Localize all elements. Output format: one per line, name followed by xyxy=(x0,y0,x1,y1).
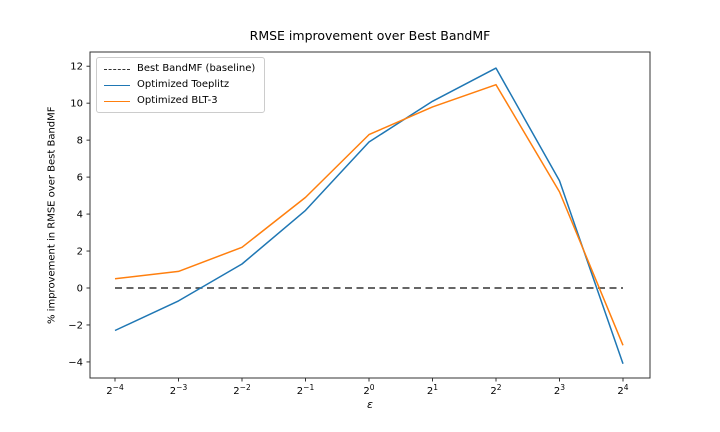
series-line-optimized-blt-3 xyxy=(114,83,624,346)
legend-entry-blt3: Optimized BLT-3 xyxy=(104,95,255,107)
y-tick-label: 12 xyxy=(70,62,83,73)
y-axis-label: % improvement in RMSE over Best BandMF xyxy=(46,106,58,324)
legend-line-sample-toeplitz xyxy=(104,84,130,86)
y-tick-label: 4 xyxy=(77,210,83,221)
axes-frame xyxy=(89,51,651,379)
x-tick-label: 21 xyxy=(427,383,438,397)
x-tick-label: 24 xyxy=(617,383,628,397)
legend-label: Optimized BLT-3 xyxy=(137,95,218,106)
x-tick-label: 2−4 xyxy=(106,383,124,397)
legend-label: Optimized Toeplitz xyxy=(137,79,230,90)
x-tick-label: 2−3 xyxy=(170,383,188,397)
x-tick-label: 22 xyxy=(490,383,501,397)
y-tick-label: 0 xyxy=(77,283,83,294)
x-tick-label: 2−2 xyxy=(233,383,251,397)
legend: Best BandMF (baseline) Optimized Toeplit… xyxy=(96,57,266,113)
x-tick-label: 23 xyxy=(554,383,565,397)
y-tick-label: 2 xyxy=(77,247,83,258)
y-tick-label: −2 xyxy=(68,320,83,331)
series-line-optimized-toeplitz xyxy=(114,67,624,365)
x-axis-label: ε xyxy=(367,398,373,411)
legend-line-sample-blt3 xyxy=(104,100,130,102)
y-tick-label: 8 xyxy=(77,136,83,147)
chart-title: RMSE improvement over Best BandMF xyxy=(249,28,491,43)
legend-entry-toeplitz: Optimized Toeplitz xyxy=(104,79,255,91)
y-tick-label: −4 xyxy=(68,357,83,368)
legend-label: Best BandMF (baseline) xyxy=(137,63,256,74)
y-tick-label: 6 xyxy=(77,173,83,184)
legend-entry-baseline: Best BandMF (baseline) xyxy=(104,63,255,75)
x-tick-label: 20 xyxy=(363,383,374,397)
y-tick-label: 10 xyxy=(70,99,83,110)
legend-line-sample-baseline xyxy=(104,68,130,70)
x-tick-label: 2−1 xyxy=(297,383,315,397)
